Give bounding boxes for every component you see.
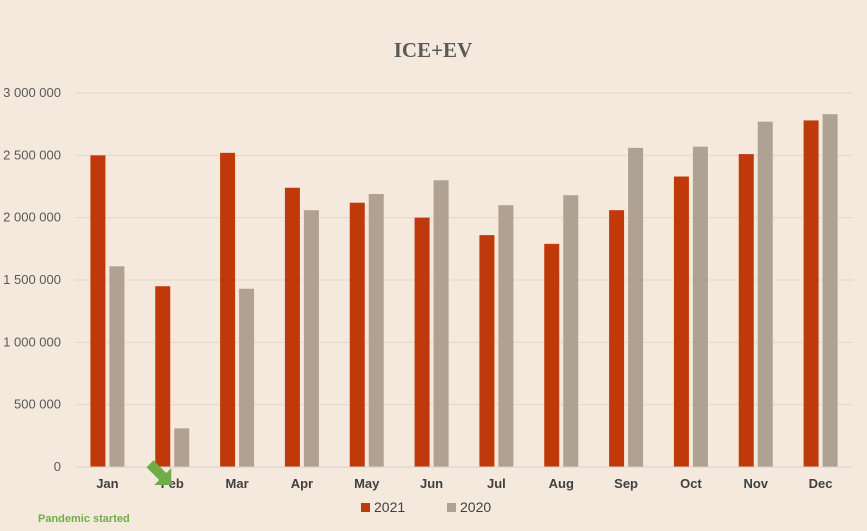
bar-2020-Apr	[303, 210, 319, 468]
annotation-arrow	[146, 460, 172, 485]
x-tick-label: Aug	[549, 476, 574, 491]
x-tick-label: Jul	[487, 476, 506, 491]
bar-2020-Jun	[433, 180, 449, 467]
bar-2020-Mar	[239, 288, 255, 467]
legend-swatch-2020	[447, 503, 456, 512]
gridlines	[75, 92, 853, 406]
y-tick-label: 2 000 000	[3, 210, 61, 225]
axes: 0 500 000 1 000 000 1 500 000 2 000 000 2 500…	[3, 85, 853, 491]
bar-2021-Jun	[414, 217, 430, 467]
bar-2020-Jan	[109, 266, 125, 467]
bar-2021-Jul	[479, 235, 495, 467]
bar-2021-Jan	[90, 155, 106, 468]
bar-2021-Nov	[738, 154, 754, 467]
bar-2021-Apr	[284, 187, 300, 467]
annotation: Pandemic started	[38, 460, 172, 525]
legend-swatch-2021	[361, 503, 370, 512]
bar-2021-May	[349, 202, 365, 467]
bar-2021-Mar	[220, 152, 236, 467]
y-tick-label: 1 000 000	[3, 334, 61, 349]
bar-2020-Sep	[628, 147, 644, 467]
bar-2020-Dec	[822, 114, 838, 468]
y-tick-label: 1 500 000	[3, 272, 61, 287]
bar-2020-Aug	[563, 195, 579, 467]
x-tick-label: Jan	[96, 476, 118, 491]
legend-label-2020: 2020	[460, 499, 491, 515]
y-tick-label: 500 000	[14, 397, 61, 412]
y-tick-label: 0	[54, 459, 61, 474]
legend-label-2021: 2021	[374, 499, 405, 515]
x-tick-label: Sep	[614, 476, 638, 491]
bar-2020-May	[368, 193, 384, 468]
y-tick-label: 2 500 000	[3, 147, 61, 162]
bar-2020-Feb	[174, 428, 190, 467]
x-tick-label: Nov	[743, 476, 768, 491]
bar-2021-Dec	[803, 120, 819, 467]
x-tick-label: Dec	[809, 476, 833, 491]
arrow-shape	[146, 460, 172, 485]
chart-title: ICE+EV	[394, 38, 472, 62]
bar-2021-Aug	[544, 243, 560, 467]
legend: 2021 2020	[361, 499, 491, 515]
bar-2021-Oct	[673, 176, 689, 467]
x-tick-label: May	[354, 476, 380, 491]
x-tick-label: Jun	[420, 476, 443, 491]
bar-2020-Jul	[498, 205, 514, 467]
bar-2020-Oct	[692, 146, 708, 467]
bars	[90, 114, 838, 468]
bar-2020-Nov	[757, 121, 773, 467]
bar-2021-Sep	[609, 210, 625, 468]
x-tick-label: Oct	[680, 476, 702, 491]
bar-2021-Feb	[155, 286, 171, 467]
x-tick-label: Mar	[226, 476, 249, 491]
x-tick-label: Apr	[291, 476, 313, 491]
annotation-text: Pandemic started	[38, 513, 130, 525]
y-tick-label: 3 000 000	[3, 85, 61, 100]
